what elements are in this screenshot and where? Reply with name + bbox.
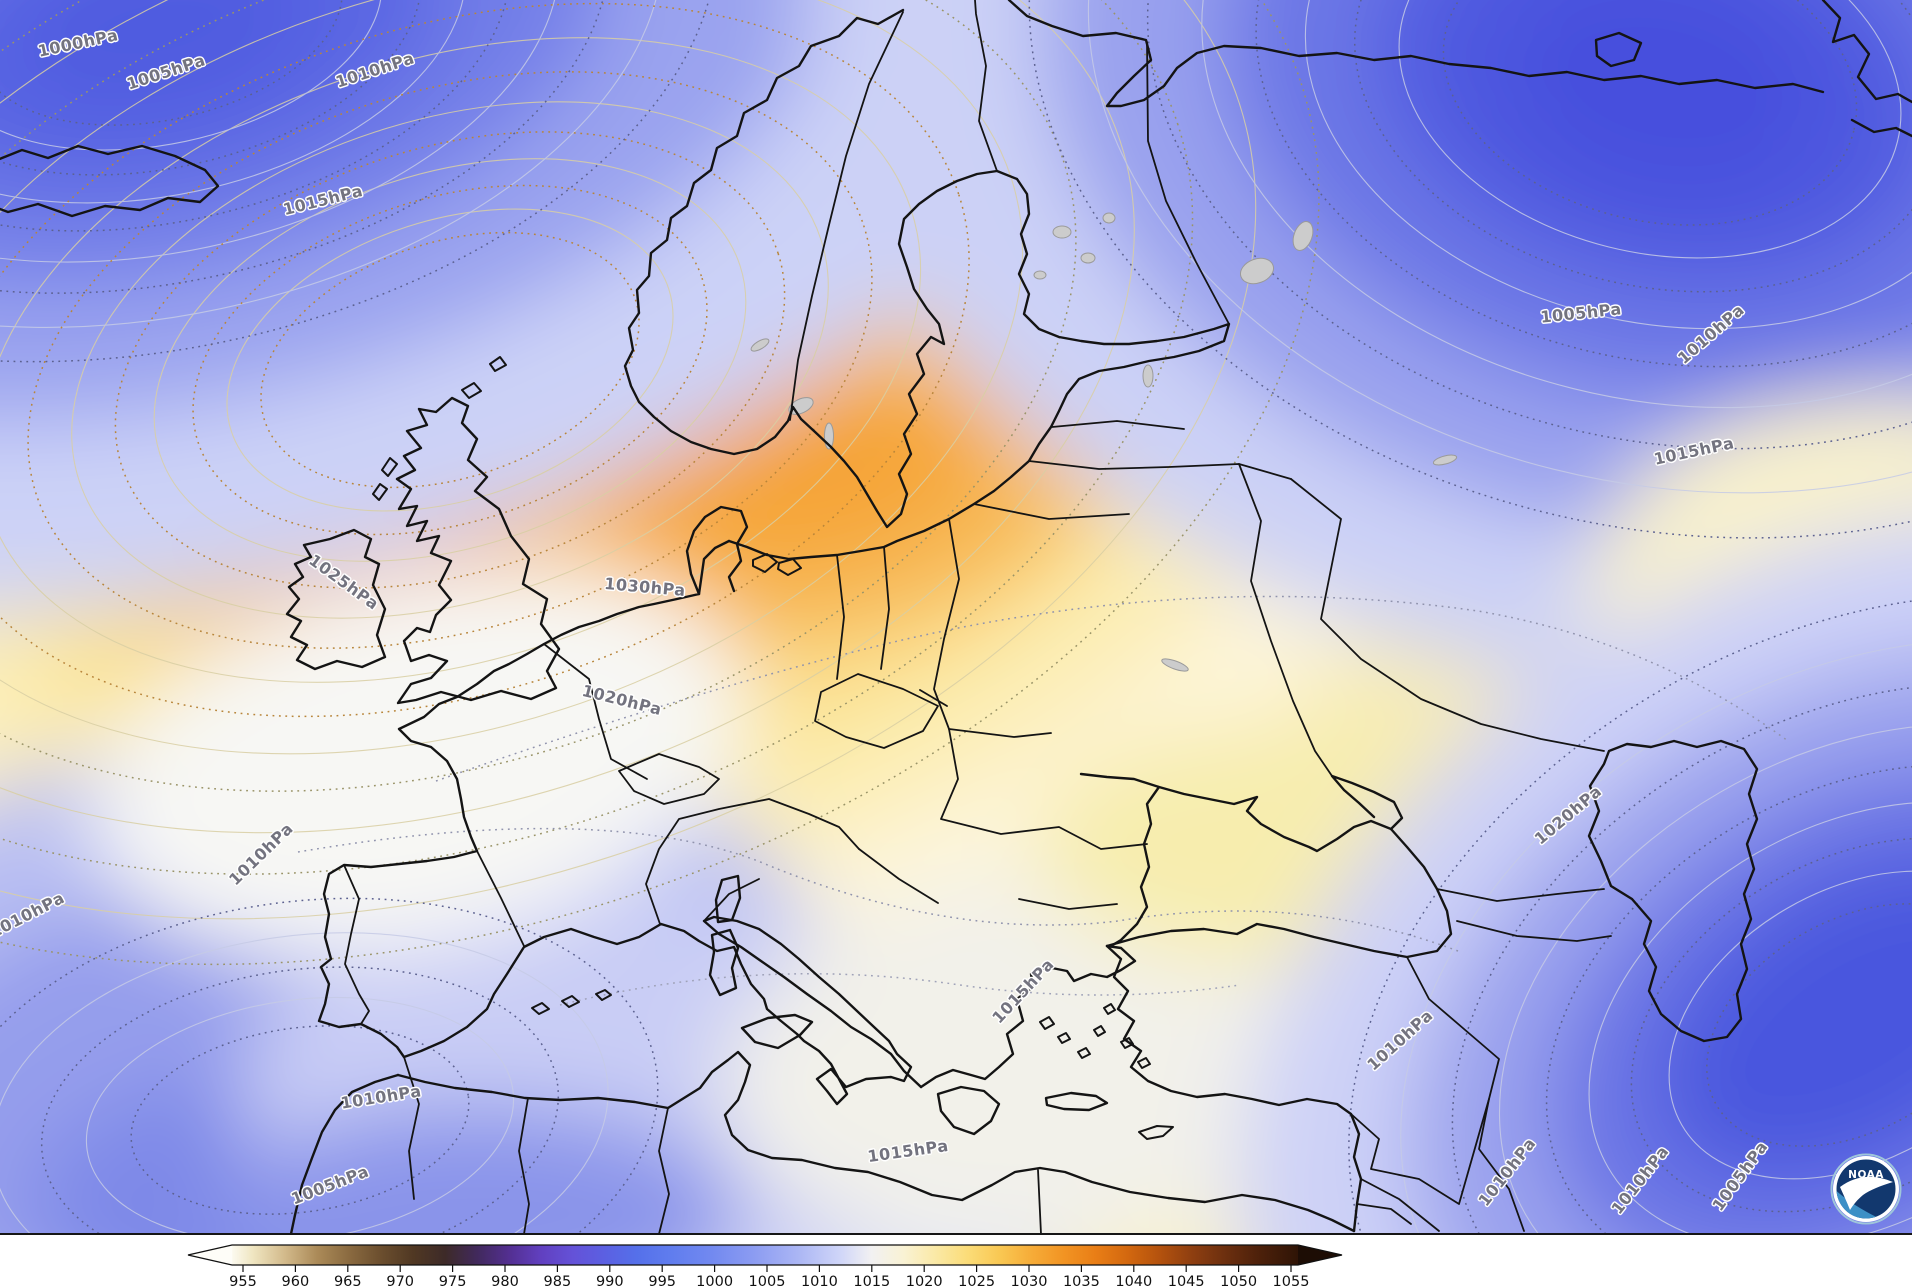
colorbar-tick-label: 1020 [906, 1274, 943, 1287]
colorbar-left-arrow [188, 1245, 232, 1265]
colorbar-tick-label: 1035 [1063, 1274, 1100, 1287]
colorbar-tick-label: 1015 [853, 1274, 890, 1287]
colorbar-tick-label: 980 [491, 1274, 519, 1287]
noaa-logo-text: NOAA [1848, 1169, 1884, 1181]
colorbar: 955 960 965 970 975 980 985 990 995 1000 1005 1010 1… [187, 1244, 1343, 1287]
colorbar-tick-label: 1025 [958, 1274, 995, 1287]
coastlines [0, 0, 1912, 1234]
colorbar-tick-label: 960 [282, 1274, 310, 1287]
colorbar-tick-label: 1010 [801, 1274, 838, 1287]
colorbar-right-arrow [1298, 1245, 1342, 1265]
colorbar-tick-label: 990 [596, 1274, 624, 1287]
solid-contours [0, 0, 1912, 1234]
colorbar-tick-label: 955 [229, 1274, 257, 1287]
colorbar-tick-label: 1050 [1220, 1274, 1257, 1287]
colorbar-ticks: 955 960 965 970 975 980 985 990 995 1000 1005 1010 1… [229, 1265, 1309, 1287]
colorbar-tick-label: 985 [544, 1274, 572, 1287]
colorbar-tick-label: 1045 [1168, 1274, 1205, 1287]
colorbar-gradient-bar [232, 1245, 1298, 1265]
colorbar-tick-label: 1005 [749, 1274, 786, 1287]
pressure-field [0, 0, 1912, 1234]
pressure-map-svg: NOAA [0, 0, 1912, 1234]
colorbar-tick-label: 1000 [696, 1274, 733, 1287]
colorbar-tick-label: 965 [334, 1274, 362, 1287]
colorbar-tick-label: 970 [386, 1274, 414, 1287]
lakes [750, 212, 1458, 672]
country-borders [343, 0, 1612, 1234]
noaa-logo: NOAA [1830, 1153, 1902, 1225]
colorbar-tick-label: 1030 [1011, 1274, 1048, 1287]
colorbar-tick-label: 1055 [1273, 1274, 1310, 1287]
dotted-contours [0, 0, 1912, 1234]
map-frame-line [0, 1233, 1912, 1235]
colorbar-tick-label: 995 [648, 1274, 676, 1287]
map-canvas: NOAA 1000hPa 1005hPa 1010hPa 1015hPa 1025hPa… [0, 0, 1912, 1234]
colorbar-tick-label: 975 [439, 1274, 467, 1287]
colorbar-tick-label: 1040 [1115, 1274, 1152, 1287]
